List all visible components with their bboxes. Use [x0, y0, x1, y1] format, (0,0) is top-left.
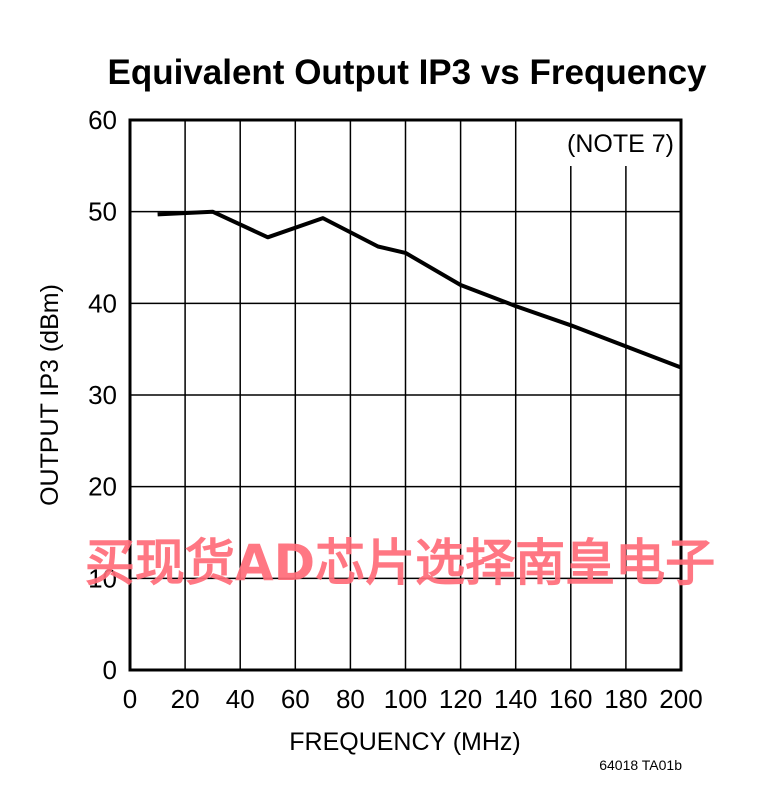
y-tick-label: 0	[103, 655, 117, 685]
y-tick-label: 40	[88, 288, 117, 318]
x-axis-label: FREQUENCY (MHz)	[289, 728, 520, 756]
x-tick-label: 40	[226, 684, 255, 714]
y-tick-label: 30	[88, 380, 117, 410]
x-tick-label: 180	[604, 684, 647, 714]
x-tick-label: 160	[549, 684, 592, 714]
x-tick-label: 140	[494, 684, 537, 714]
x-tick-label: 120	[439, 684, 482, 714]
x-tick-label: 0	[123, 684, 137, 714]
y-axis-label: OUTPUT IP3 (dBm)	[36, 284, 64, 506]
x-tick-label: 20	[171, 684, 200, 714]
plot-frame	[128, 118, 683, 672]
note-background	[562, 124, 677, 164]
y-tick-label: 20	[88, 472, 117, 502]
watermark-text: 买现货AD芯片选择南皇电子	[85, 534, 715, 592]
note-annotation: (NOTE 7)	[567, 130, 674, 158]
x-tick-label: 200	[659, 684, 702, 714]
x-tick-labels: 0 20 40 60 80 100 120 140 160 180 200	[123, 684, 703, 714]
x-tick-label: 60	[281, 684, 310, 714]
y-tick-label: 10	[88, 563, 117, 593]
y-tick-labels: 0 10 20 30 40 50 60	[88, 105, 117, 685]
grid-lines	[130, 120, 681, 670]
x-tick-label: 80	[336, 684, 365, 714]
series-group	[157, 209, 682, 370]
y-tick-label: 50	[88, 197, 117, 227]
chart-title: Equivalent Output IP3 vs Frequency	[107, 53, 707, 92]
series-line	[157, 209, 682, 370]
x-tick-label: 100	[384, 684, 427, 714]
figure-code: 64018 TA01b	[599, 757, 682, 773]
y-tick-label: 60	[88, 105, 117, 135]
